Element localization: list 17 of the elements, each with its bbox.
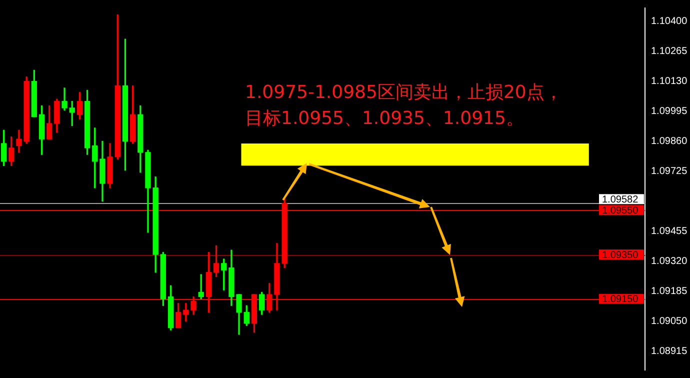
ref-line-label: 1.09150 — [602, 294, 639, 306]
y-tick-label: 1.09455 — [651, 226, 688, 237]
y-tick-label: 1.10400 — [651, 16, 688, 28]
y-tick-label: 1.10130 — [651, 76, 688, 88]
ref-line-label: 1.09550 — [602, 205, 639, 216]
y-tick-label: 1.08915 — [651, 346, 688, 357]
y-tick-label: 1.10265 — [651, 46, 688, 58]
annotation: 目标1.0955、1.0935、1.0915。 — [245, 107, 525, 131]
y-tick-label: 1.09185 — [651, 286, 688, 297]
y-tick-label: 1.09320 — [651, 256, 688, 267]
y-tick-label: 1.09725 — [651, 166, 688, 177]
y-tick-label: 1.09860 — [651, 136, 688, 147]
ref-line-label: 1.09582 — [602, 194, 639, 206]
y-tick-label: 1.09995 — [651, 106, 688, 118]
annotation: 1.0975-1.0985区间卖出，止损20点， — [245, 81, 562, 105]
ref-line-label: 1.09350 — [602, 250, 639, 261]
y-tick-label: 1.09050 — [651, 316, 688, 327]
